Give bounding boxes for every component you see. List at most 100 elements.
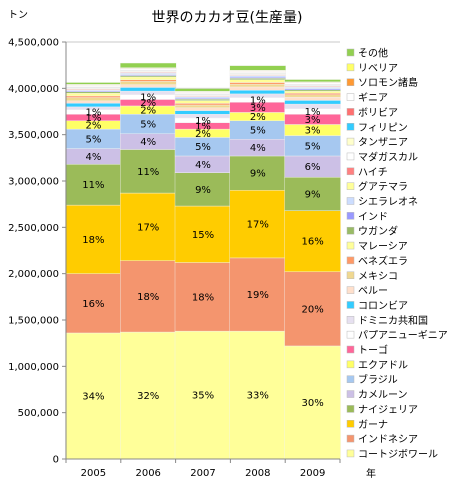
y-tick-label: 0 xyxy=(53,455,59,466)
legend-swatch xyxy=(346,420,355,428)
legend-swatch xyxy=(346,390,355,398)
y-tick-label: 500,000 xyxy=(18,408,59,419)
legend-label: フィリピン xyxy=(358,122,408,134)
data-label: 16% xyxy=(301,237,323,248)
legend-label: パプアニューギニア xyxy=(358,330,448,342)
data-label: 17% xyxy=(137,222,159,233)
data-label: 30% xyxy=(301,398,323,409)
bar-segment xyxy=(65,332,122,460)
bar-segment xyxy=(65,91,122,94)
bar-segment xyxy=(284,91,341,94)
bar-segment xyxy=(65,97,122,102)
bar-segment xyxy=(174,100,232,104)
bar-segment xyxy=(119,62,177,68)
legend-label: マダガスカル xyxy=(358,150,418,163)
bar-segment xyxy=(229,89,287,95)
legend-label: ガーナ xyxy=(358,419,388,431)
bar-segment xyxy=(229,79,287,83)
bar-segment xyxy=(119,192,177,261)
bar-segment xyxy=(174,262,232,332)
legend-label: ペルー xyxy=(358,286,388,297)
bar-segment xyxy=(119,84,177,88)
y-tick-label: 2,500,000 xyxy=(8,223,59,234)
x-tick-label: 2005 xyxy=(81,468,106,479)
data-label: 11% xyxy=(137,167,159,178)
bar-segment xyxy=(174,88,232,92)
bar-segment xyxy=(65,85,122,87)
data-label: 18% xyxy=(82,235,104,246)
bar-segment xyxy=(229,257,287,332)
legend-swatch xyxy=(346,301,355,309)
legend-swatch xyxy=(346,212,355,220)
bar-segment xyxy=(65,82,122,85)
data-label: 35% xyxy=(192,391,214,402)
bar-segment xyxy=(284,345,341,460)
y-tick-label: 4,500,000 xyxy=(8,38,59,49)
data-label: 32% xyxy=(137,391,159,402)
bar-segment xyxy=(174,330,232,460)
bar-segment xyxy=(174,96,232,99)
legend-label: グアテマラ xyxy=(358,180,408,193)
data-label: 2% xyxy=(195,129,211,140)
y-tick-label: 3,500,000 xyxy=(8,130,59,141)
bar-segment xyxy=(174,98,232,101)
data-label: 2% xyxy=(140,98,156,109)
bar-segment xyxy=(174,92,232,94)
bar-stacks xyxy=(65,62,341,460)
legend-swatch xyxy=(346,226,355,235)
bar-segment xyxy=(119,79,177,82)
data-label: 4% xyxy=(140,137,156,148)
bar-segment xyxy=(229,83,287,88)
legend-label: エクアドル xyxy=(358,359,408,371)
bar-segment xyxy=(229,75,287,78)
legend-label: コートジボワール xyxy=(358,448,438,460)
axes: 0 500,000 1,000,000 1,500,000 2,000,000 2,500… xyxy=(8,38,341,479)
chart-title: 世界のカカオ豆(生産量) xyxy=(152,10,303,26)
y-tick-label: 1,500,000 xyxy=(8,316,59,327)
bar-segment xyxy=(119,73,177,75)
legend-swatch xyxy=(346,405,355,413)
bar-segment xyxy=(284,79,341,83)
bar-segment xyxy=(174,205,232,263)
data-label: 33% xyxy=(247,391,269,402)
bar-segment xyxy=(229,86,287,91)
bar-segment xyxy=(119,81,177,85)
bar-segment xyxy=(174,103,232,106)
legend-swatch xyxy=(346,286,355,294)
legend-label: インド xyxy=(358,212,388,223)
bar-segment xyxy=(284,94,341,98)
data-label: 2% xyxy=(250,112,266,123)
data-label: 1% xyxy=(195,121,211,132)
legend-label: コロンビア xyxy=(358,300,408,312)
bar-segment xyxy=(65,92,122,97)
data-label: 9% xyxy=(195,185,211,196)
bar-segment xyxy=(119,260,177,333)
y-tick-label: 1,000,000 xyxy=(8,362,59,373)
legend-label: その他 xyxy=(358,47,388,60)
x-tick-label: 2006 xyxy=(135,468,160,479)
data-label: 1% xyxy=(250,95,266,106)
data-label: 6% xyxy=(305,162,321,173)
y-axis-unit-label: トン xyxy=(8,10,28,21)
legend-label: ナイジェリア xyxy=(358,404,418,416)
legend-swatch xyxy=(346,330,355,339)
data-label: 9% xyxy=(250,169,266,180)
bar-segment xyxy=(119,68,177,71)
data-label: 5% xyxy=(195,142,211,153)
data-label: 5% xyxy=(305,141,321,152)
legend-swatch xyxy=(346,78,355,86)
legend-swatch xyxy=(346,123,355,131)
legend-label: ドミニカ共和国 xyxy=(358,315,428,327)
legend-swatch xyxy=(346,316,355,324)
bar-segment xyxy=(229,82,287,85)
x-tick-label: 2009 xyxy=(300,468,325,479)
bar-segment xyxy=(174,110,232,115)
x-tick-label: 2007 xyxy=(190,468,215,479)
bar-segment xyxy=(229,155,287,191)
data-label: 15% xyxy=(192,230,214,241)
data-label: 3% xyxy=(305,126,321,137)
legend-label: カメルーン xyxy=(358,389,408,401)
x-tick-label: 2008 xyxy=(245,468,270,479)
bar-segment xyxy=(174,104,232,108)
data-label: 1% xyxy=(305,107,321,118)
